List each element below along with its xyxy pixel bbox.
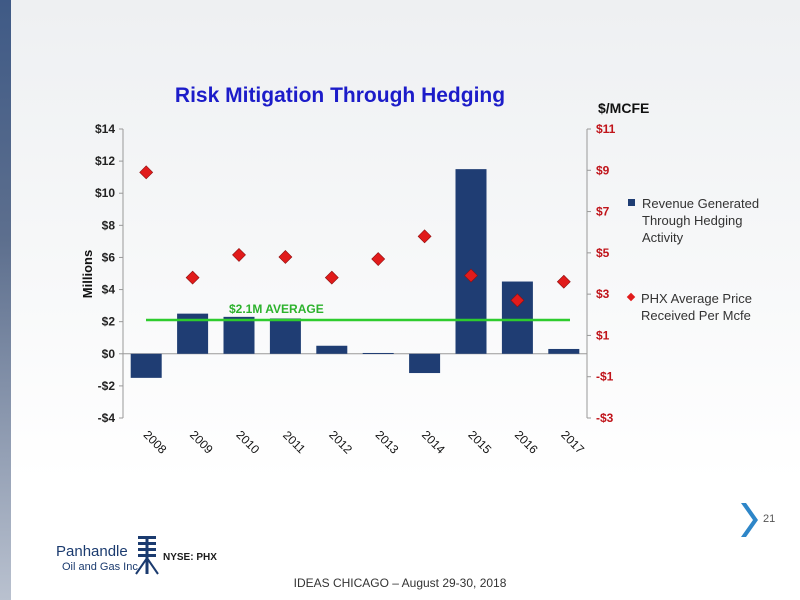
price-diamond-marker	[510, 293, 525, 308]
legend-label-revenue: Revenue Generated Through Hedging Activi…	[642, 196, 760, 245]
category-label: 2008	[141, 428, 170, 457]
right-tick-label: $1	[596, 328, 610, 342]
right-tick-label: -$1	[596, 370, 614, 384]
next-chevron-icon[interactable]	[738, 500, 758, 540]
right-tick-label: $9	[596, 163, 610, 177]
average-reference-label: $2.1M AVERAGE	[229, 302, 324, 316]
left-tick-label: $0	[102, 347, 116, 361]
price-diamond-marker	[417, 229, 432, 244]
company-logo: Panhandle Oil and Gas Inc. NYSE: PHX	[56, 530, 226, 580]
legend-diamond-swatch-icon	[626, 292, 636, 302]
price-diamond-marker	[556, 274, 571, 289]
legend-label-price: PHX Average Price Received Per Mcfe	[641, 291, 753, 323]
left-tick-label: $8	[102, 218, 116, 232]
left-tick-label: -$2	[98, 379, 116, 393]
left-tick-label: $14	[95, 122, 115, 136]
revenue-bar	[223, 316, 255, 354]
price-diamond-marker	[278, 250, 293, 264]
category-label: 2013	[373, 428, 402, 457]
category-label: 2015	[465, 428, 494, 457]
chart-title: Risk Mitigation Through Hedging	[174, 84, 506, 107]
right-tick-label: $11	[596, 122, 616, 136]
left-tick-label: $4	[102, 283, 116, 297]
revenue-bar	[455, 169, 487, 354]
legend-bar-swatch-icon	[628, 199, 635, 206]
revenue-bar	[548, 348, 580, 354]
category-label: 2017	[558, 428, 587, 457]
left-tick-label: -$4	[98, 411, 116, 425]
revenue-bar	[362, 352, 394, 354]
revenue-bar	[269, 318, 301, 354]
price-diamond-marker	[464, 268, 478, 283]
left-tick-label: $12	[95, 154, 115, 168]
logo-name: Panhandle	[56, 543, 128, 560]
category-label: 2011	[280, 428, 308, 456]
revenue-bar	[130, 353, 162, 378]
category-label: 2012	[326, 428, 355, 457]
price-diamond-marker	[185, 270, 200, 285]
revenue-bar	[316, 345, 348, 354]
legend-item-revenue: Revenue Generated Through Hedging Activi…	[628, 195, 768, 246]
price-diamond-marker	[232, 247, 246, 262]
price-diamond-marker	[324, 270, 339, 285]
left-tick-label: $6	[102, 250, 116, 264]
price-diamond-marker	[371, 252, 386, 266]
logo-ticker: NYSE: PHX	[163, 552, 217, 563]
left-accent-band	[0, 0, 11, 600]
category-label: 2016	[512, 428, 541, 457]
price-diamond-marker	[139, 165, 154, 180]
logo-derrick-icon	[135, 536, 159, 575]
left-axis-title: Millions	[80, 250, 95, 298]
page-number: 21	[763, 513, 776, 525]
revenue-bar	[501, 281, 533, 354]
right-axis-title: $/MCFE	[598, 100, 649, 116]
footer-text: IDEAS CHICAGO – August 29-30, 2018	[293, 576, 507, 590]
category-label: 2014	[419, 428, 448, 457]
right-tick-label: $7	[596, 205, 610, 219]
left-tick-label: $10	[95, 186, 115, 200]
left-tick-label: $2	[102, 315, 116, 329]
legend-item-price: PHX Average Price Received Per Mcfe	[626, 290, 768, 324]
right-tick-label: $3	[596, 287, 610, 301]
right-tick-label: $5	[596, 246, 610, 260]
category-label: 2009	[187, 428, 216, 457]
right-tick-label: -$3	[596, 411, 614, 425]
chart-legend: Revenue Generated Through Hedging Activi…	[626, 195, 768, 368]
category-label: 2010	[233, 428, 262, 457]
logo-subtitle: Oil and Gas Inc.	[62, 561, 141, 573]
revenue-bar	[409, 353, 441, 374]
